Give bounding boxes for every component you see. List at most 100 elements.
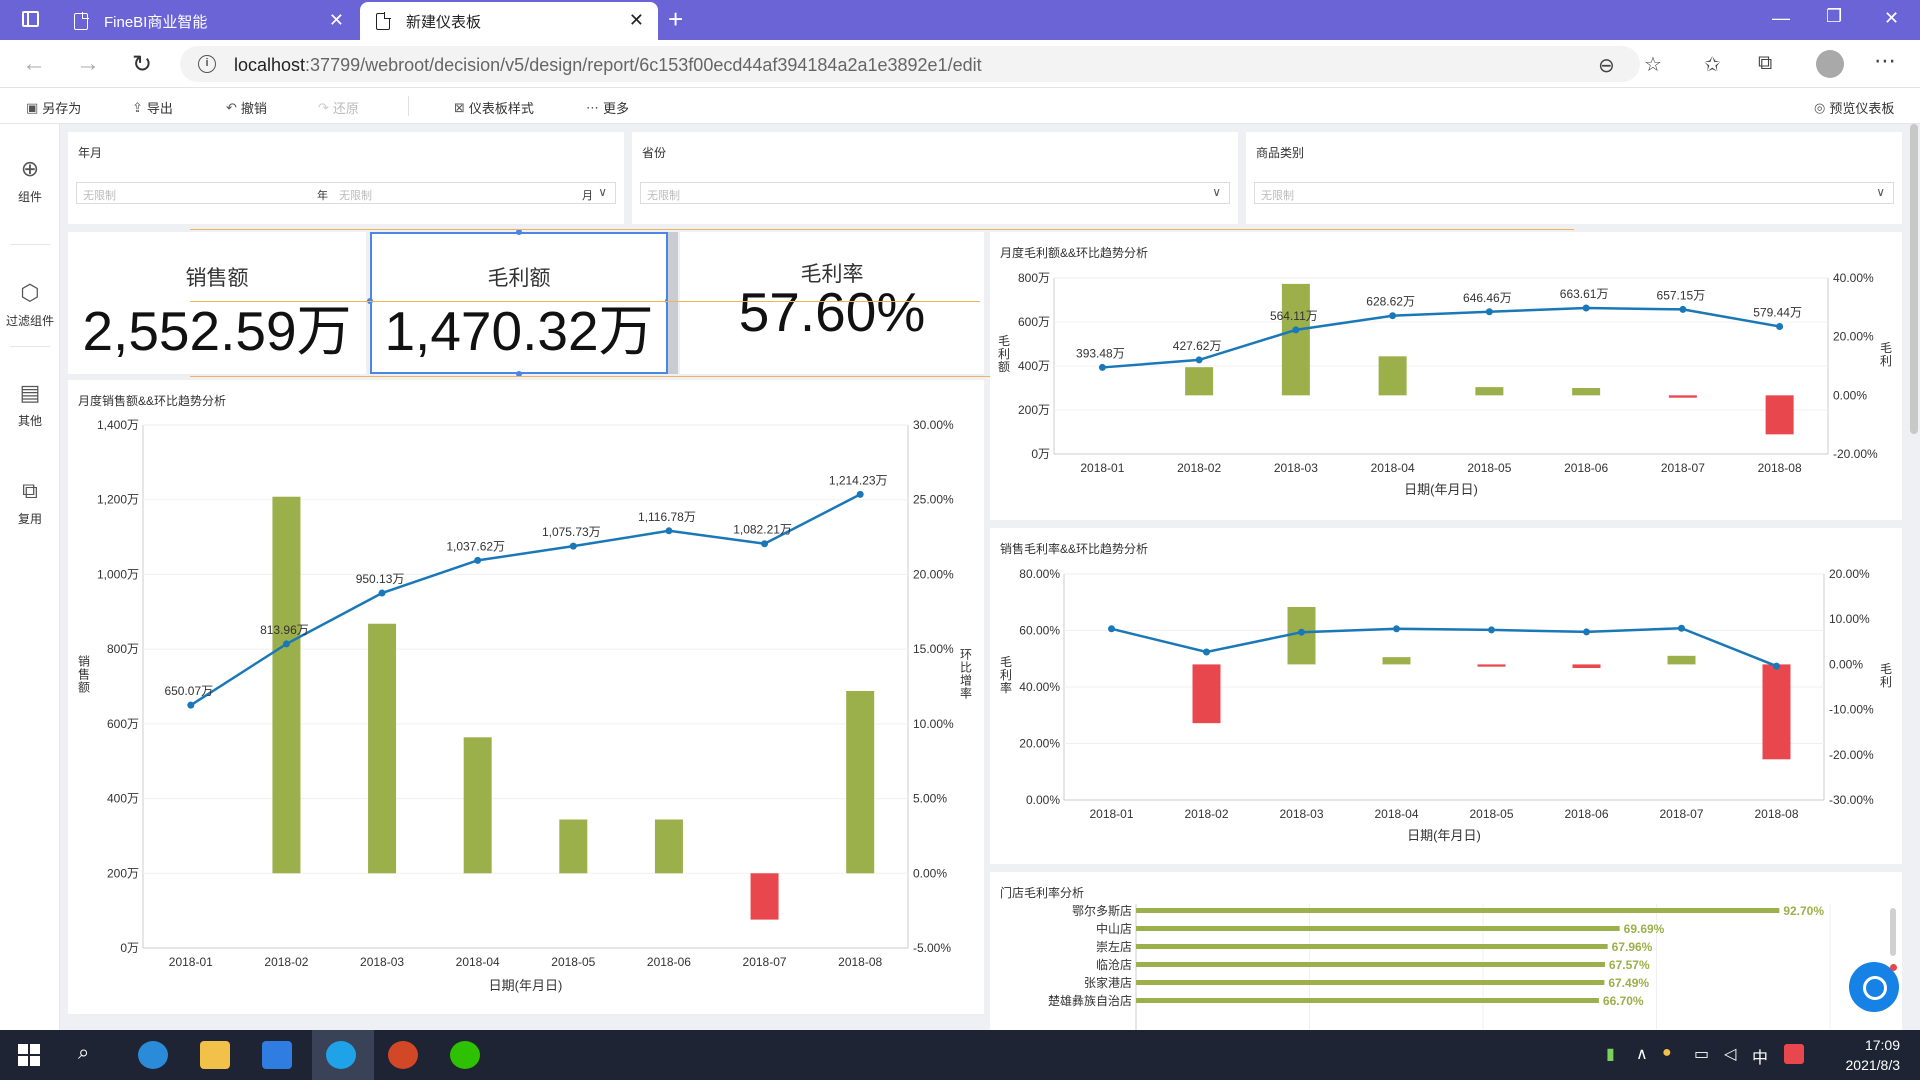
resize-handle[interactable] (516, 229, 522, 235)
y2-tick-label: 20.00% (913, 567, 954, 581)
battery-icon[interactable]: ▮ (1606, 1046, 1615, 1063)
x-tick-label: 2018-07 (1659, 807, 1703, 821)
sidebar-item-other[interactable]: ▤ 其他 (0, 380, 60, 429)
alignment-guide (190, 376, 1446, 377)
y-axis-title: 毛 (998, 334, 1010, 348)
close-window-icon[interactable]: ✕ (1884, 8, 1900, 28)
network-icon[interactable]: ▭ (1694, 1046, 1710, 1063)
favorite-add-icon[interactable]: ☆ (1644, 54, 1662, 76)
save-as-button[interactable]: ▣ 另存为 (26, 98, 81, 117)
y-tick-label: 1,200万 (97, 493, 139, 507)
yearmonth-range-input[interactable]: 无限制 年 无限制 月 ∨ (76, 182, 616, 204)
undo-label: 撤销 (240, 101, 267, 116)
y2-tick-label: 20.00% (1829, 567, 1870, 581)
powerpoint-icon[interactable] (388, 1041, 418, 1069)
chevron-down-icon[interactable]: ∨ (1876, 185, 1885, 199)
tab-finebi[interactable]: FineBI商业智能 ✕ (58, 2, 358, 40)
chevron-up-icon[interactable]: ∧ (1636, 1046, 1648, 1063)
x-tick-label: 2018-05 (1467, 461, 1511, 475)
zoom-icon[interactable]: ⊖ (1598, 55, 1615, 77)
more-menu-icon[interactable]: ⋯ (1874, 48, 1896, 73)
chart-panel-stores[interactable]: 门店毛利率分析 鄂尔多斯店 92.70% 中山店 69.69% 崇左店 67.96% 临沧店… (990, 872, 1902, 1030)
sidebar-item-reuse[interactable]: ⧉ 复用 (0, 478, 60, 527)
page-scrollbar[interactable] (1910, 124, 1918, 434)
clock[interactable]: 17:09 2021/8/3 (1846, 1035, 1901, 1075)
x-tick-label: 2018-03 (360, 955, 404, 969)
help-chat-button[interactable] (1849, 962, 1899, 1012)
y2-axis-title: 利 (1880, 354, 1892, 368)
edge-icon[interactable] (326, 1041, 356, 1069)
new-tab-icon[interactable]: + (668, 4, 684, 34)
wechat-icon[interactable] (450, 1041, 480, 1069)
chevron-down-icon[interactable]: ∨ (1212, 185, 1221, 199)
bar (1477, 664, 1506, 667)
clock-date: 2021/8/3 (1845, 1057, 1901, 1073)
maximize-icon[interactable]: ❐ (1826, 6, 1843, 26)
windows-start-icon[interactable] (18, 1044, 40, 1066)
category-select[interactable]: 无限制 ∨ (1254, 182, 1894, 204)
close-tab-icon[interactable]: ✕ (628, 10, 644, 30)
kpi-sales[interactable]: 销售额 2,552.59万 (68, 232, 366, 374)
left-sidebar: ⊕ 组件 ⬡ 过滤组件 ▤ 其他 ⧉ 复用 (0, 124, 60, 1030)
chart-panel-profit[interactable]: 月度毛利额&&环比趋势分析 0万 200万 400万 600万 800万 -20.00% 0… (990, 232, 1902, 520)
favorites-icon[interactable]: ✩ (1704, 54, 1721, 76)
redo-button[interactable]: ↷ 还原 (318, 98, 359, 117)
x-tick-label: 2018-02 (1177, 461, 1221, 475)
data-label: 650.07万 (164, 684, 213, 698)
margin-chart: 0.00% 20.00% 40.00% 60.00% 80.00% -30.00% -20.… (1000, 567, 1892, 843)
more-button[interactable]: ⋯ 更多 (586, 98, 629, 117)
minimize-icon[interactable]: — (1772, 8, 1790, 28)
province-select[interactable]: 无限制 ∨ (640, 182, 1230, 204)
collections-icon[interactable]: ⧉ (1758, 52, 1773, 74)
panel-resize-bar[interactable] (668, 232, 678, 374)
line-point (1773, 662, 1780, 670)
chart-panel-sales[interactable]: 月度销售额&&环比趋势分析 0万 200万 400万 600万 800万 1,000万 1,… (68, 380, 984, 1014)
close-tab-icon[interactable]: ✕ (328, 10, 344, 30)
line-point (665, 527, 673, 535)
undo-button[interactable]: ↶ 撤销 (226, 98, 267, 117)
y-tick-label: 800万 (107, 642, 139, 656)
sidebar-item-components[interactable]: ⊕ 组件 (0, 156, 60, 205)
line-point (1776, 323, 1784, 331)
volume-icon[interactable]: ◁ (1724, 1046, 1737, 1063)
chart-scrollbar[interactable] (1890, 908, 1896, 956)
chevron-down-icon[interactable]: ∨ (598, 185, 607, 199)
chart-panel-margin[interactable]: 销售毛利率&&环比趋势分析 0.00% 20.00% 40.00% 60.00% 80.… (990, 528, 1902, 864)
y2-tick-label: 0.00% (1833, 388, 1867, 402)
back-icon[interactable]: ← (22, 50, 46, 77)
kpi-label: 毛利额 (487, 267, 551, 290)
kpi-margin[interactable]: 毛利率 57.60% (680, 232, 984, 374)
site-info-icon[interactable]: i (198, 55, 216, 73)
data-label: 657.15万 (1657, 288, 1706, 302)
kpi-profit[interactable]: 毛利额 1,470.32万 (367, 229, 671, 377)
category-placeholder: 无限制 (1261, 190, 1294, 202)
chart-title: 销售毛利率&&环比趋势分析 (1000, 542, 1149, 556)
app-icon[interactable] (262, 1041, 292, 1069)
preview-label: 预览仪表板 (1829, 101, 1895, 116)
refresh-icon[interactable]: ↻ (132, 51, 153, 78)
preview-dashboard-button[interactable]: ◎ 预览仪表板 (1814, 98, 1894, 117)
profile-avatar[interactable] (1816, 50, 1844, 78)
sogou-icon[interactable] (1784, 1044, 1804, 1064)
profit-chart: 0万 200万 400万 600万 800万 -20.00% 0.00% 20.00% 40.0… (998, 271, 1892, 497)
forward-icon[interactable]: → (76, 50, 100, 77)
x-tick-label: 2018-01 (169, 955, 213, 969)
browser-app-icon[interactable] (138, 1041, 168, 1069)
bar (559, 819, 588, 874)
ime-indicator[interactable]: 中 (1752, 1050, 1769, 1067)
export-button[interactable]: ⇪ 导出 (132, 98, 173, 117)
tab-new-dashboard[interactable]: 新建仪表板 ✕ (360, 2, 658, 40)
x-tick-label: 2018-02 (1184, 807, 1228, 821)
y2-tick-label: 15.00% (913, 642, 954, 656)
tab-actions-icon[interactable] (22, 11, 39, 27)
search-icon[interactable]: ⌕ (78, 1042, 90, 1064)
app-tray-icon[interactable]: ● (1662, 1044, 1672, 1061)
store-label: 张家港店 (1084, 975, 1132, 990)
resize-handle[interactable] (516, 371, 522, 377)
sidebar-item-filter-components[interactable]: ⬡ 过滤组件 (0, 280, 60, 329)
dashboard-style-button[interactable]: ⊠ 仪表板样式 (454, 98, 534, 117)
chart-title: 月度毛利额&&环比趋势分析 (1000, 246, 1149, 260)
url-field[interactable]: i localhost:37799/webroot/decision/v5/de… (180, 46, 1640, 82)
bar (1382, 657, 1411, 665)
file-explorer-icon[interactable] (200, 1041, 230, 1069)
